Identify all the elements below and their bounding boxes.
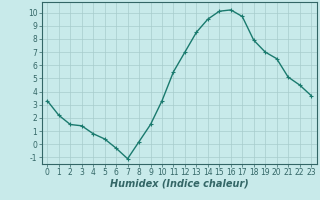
X-axis label: Humidex (Indice chaleur): Humidex (Indice chaleur) bbox=[110, 179, 249, 189]
